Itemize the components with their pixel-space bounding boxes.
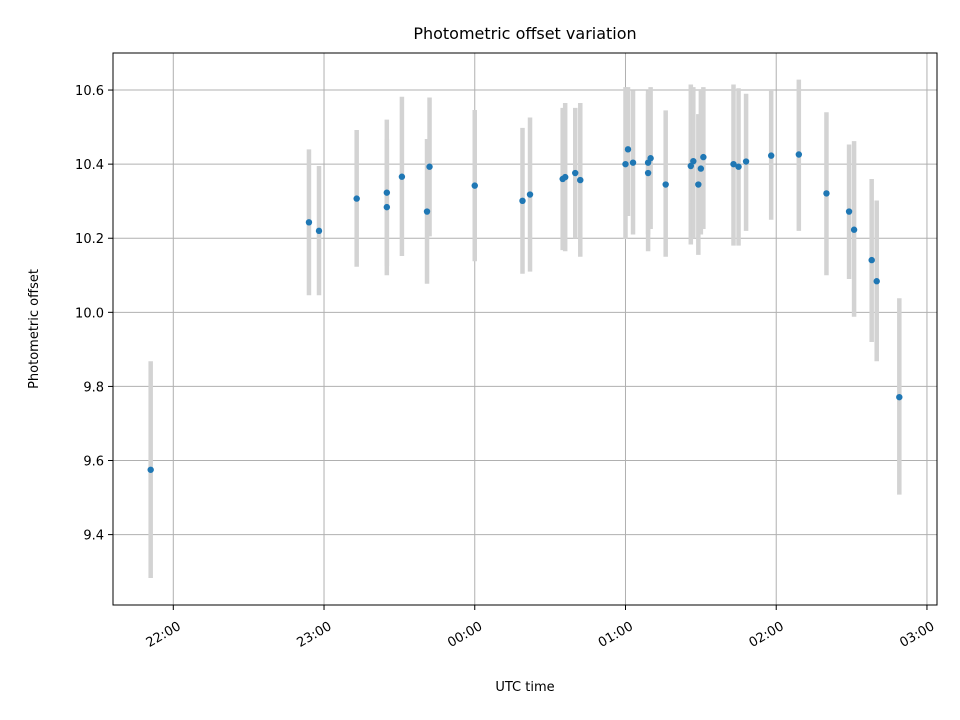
data-point xyxy=(624,146,632,153)
data-point xyxy=(622,160,629,168)
data-point xyxy=(305,219,313,226)
x-axis-label: UTC time xyxy=(495,680,554,695)
plot-frame xyxy=(112,52,938,606)
data-point xyxy=(629,159,637,166)
data-point xyxy=(572,169,579,177)
y-axis-ticks: 9.4 9.6 9.8 10.0 10.2 10.4 10.6 xyxy=(75,84,113,544)
x-tick-label: 01:00 xyxy=(596,619,636,651)
data-point xyxy=(845,208,853,215)
data-point xyxy=(353,195,360,202)
y-tick-label: 9.6 xyxy=(83,455,104,470)
data-point xyxy=(519,197,526,205)
data-point xyxy=(647,155,654,162)
data-point xyxy=(471,182,478,189)
data-point xyxy=(561,173,569,181)
data-point xyxy=(823,190,830,197)
data-point xyxy=(695,181,702,188)
data-point xyxy=(697,165,705,172)
y-tick-label: 9.8 xyxy=(83,380,104,395)
data-point xyxy=(398,173,406,180)
data-point xyxy=(426,163,433,170)
data-point xyxy=(644,169,652,177)
data-point xyxy=(767,152,775,159)
data-point xyxy=(690,157,697,165)
data-point xyxy=(526,191,534,198)
data-point xyxy=(147,466,154,473)
data-point xyxy=(383,203,391,211)
data-point xyxy=(735,163,742,170)
data-point xyxy=(687,162,695,170)
data-point xyxy=(423,208,431,215)
data-point xyxy=(896,393,903,401)
y-axis-label: Photometric offset xyxy=(27,269,42,389)
data-point xyxy=(383,189,391,196)
data-point xyxy=(850,226,858,233)
data-points xyxy=(147,146,903,473)
x-axis-ticks: 22:00 23:00 00:00 01:00 02:00 03:00 xyxy=(144,605,937,651)
x-tick-label: 23:00 xyxy=(294,619,334,651)
chart-title: Photometric offset variation xyxy=(413,24,636,43)
y-tick-label: 10.6 xyxy=(75,84,104,99)
y-tick-label: 10.0 xyxy=(75,306,104,321)
y-tick-label: 10.2 xyxy=(75,232,104,247)
data-point xyxy=(795,151,803,158)
x-tick-label: 03:00 xyxy=(897,619,937,651)
y-tick-label: 10.4 xyxy=(75,158,104,173)
data-point xyxy=(873,278,880,285)
y-tick-label: 9.4 xyxy=(83,529,104,544)
grid xyxy=(113,53,937,605)
x-tick-label: 22:00 xyxy=(144,619,184,651)
x-tick-label: 00:00 xyxy=(445,619,485,651)
data-point xyxy=(868,256,875,264)
x-tick-label: 02:00 xyxy=(747,619,787,651)
data-point xyxy=(700,153,707,161)
error-bars xyxy=(148,79,902,578)
data-point xyxy=(662,181,669,188)
data-point xyxy=(730,160,737,168)
data-point xyxy=(742,158,750,165)
data-point xyxy=(315,227,323,235)
data-point xyxy=(577,176,584,184)
